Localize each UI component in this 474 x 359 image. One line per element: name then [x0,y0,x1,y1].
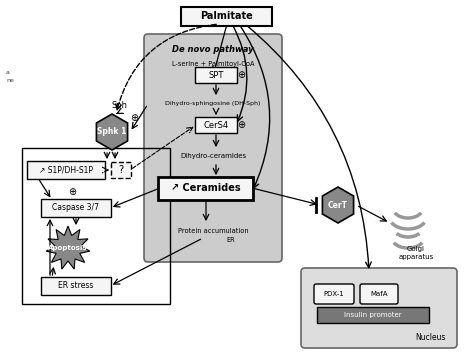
Text: Caspase 3/7: Caspase 3/7 [53,204,100,213]
Polygon shape [96,114,128,150]
FancyBboxPatch shape [314,284,354,304]
FancyBboxPatch shape [182,6,273,25]
Text: Golgi
apparatus: Golgi apparatus [398,247,434,260]
Bar [22,148,170,304]
Text: De novo pathway: De novo pathway [172,45,254,53]
Text: ↗ S1P/DH-S1P: ↗ S1P/DH-S1P [39,165,93,174]
FancyBboxPatch shape [195,67,237,83]
Text: CerT: CerT [328,200,348,210]
Text: a: a [6,70,10,75]
Text: SPT: SPT [208,70,224,79]
Text: Dihydro-sphingosine (DH-Sph): Dihydro-sphingosine (DH-Sph) [165,102,261,107]
Text: ⊕: ⊕ [68,187,76,197]
FancyBboxPatch shape [144,34,282,262]
FancyBboxPatch shape [41,199,111,217]
Text: ⊕: ⊕ [237,70,245,80]
FancyBboxPatch shape [111,162,131,178]
FancyBboxPatch shape [195,117,237,133]
Text: ⊕: ⊕ [237,120,245,130]
Text: ⊕: ⊕ [130,113,138,123]
Text: MafA: MafA [370,291,388,297]
Text: Palmitate: Palmitate [201,11,254,21]
Text: ER stress: ER stress [58,281,94,290]
FancyBboxPatch shape [360,284,398,304]
FancyBboxPatch shape [317,307,429,323]
Polygon shape [46,226,90,269]
Text: Apoptosis: Apoptosis [48,245,88,251]
FancyBboxPatch shape [301,268,457,348]
Text: Protein accumulation: Protein accumulation [178,228,248,234]
Text: Insulin promoter: Insulin promoter [344,312,402,318]
Text: PDX-1: PDX-1 [324,291,345,297]
FancyBboxPatch shape [158,177,254,200]
Text: ne: ne [6,78,14,83]
Polygon shape [322,187,354,223]
Text: Dihydro-ceramides: Dihydro-ceramides [180,153,246,159]
FancyBboxPatch shape [27,161,105,179]
Text: Sph: Sph [112,102,128,111]
Text: ER: ER [227,237,236,243]
Text: CerS4: CerS4 [203,121,228,130]
Text: ?: ? [118,165,124,175]
Text: L-serine + Palmitoyl-CoA: L-serine + Palmitoyl-CoA [172,61,254,67]
Text: Nucleus: Nucleus [416,332,446,341]
FancyBboxPatch shape [41,277,111,295]
Text: Sphk 1: Sphk 1 [97,127,127,136]
Text: ↗ Ceramides: ↗ Ceramides [171,183,241,193]
